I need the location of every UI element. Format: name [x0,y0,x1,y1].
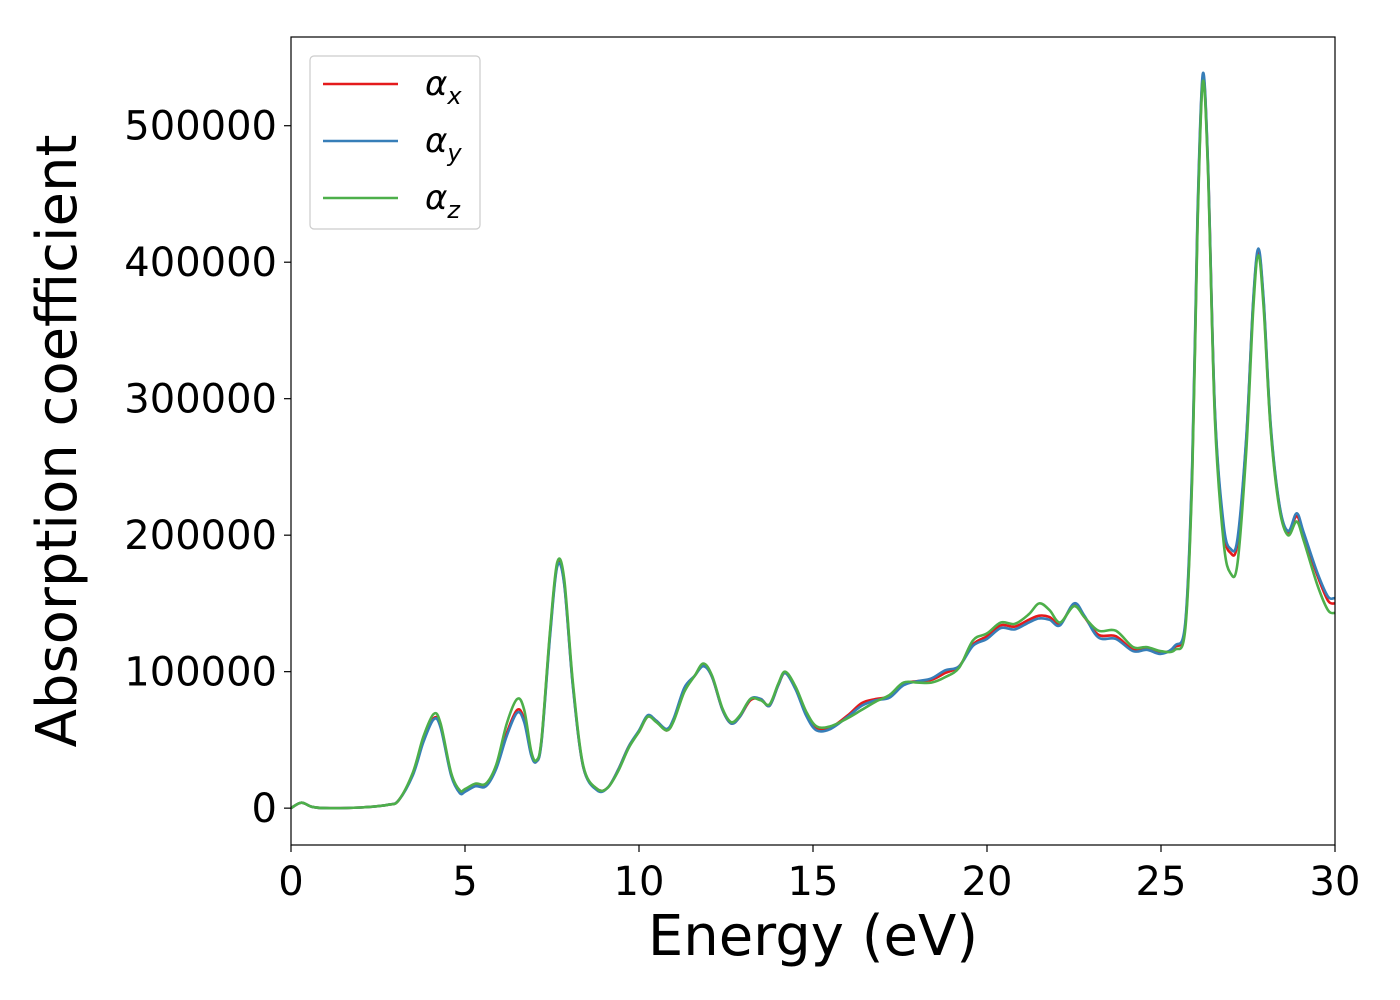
x-tick-label: 0 [278,859,303,905]
y-tick-label: 200000 [124,513,277,559]
x-tick-label: 30 [1310,859,1361,905]
x-tick-label: 25 [1136,859,1187,905]
x-tick-label: 5 [452,859,477,905]
x-tick-label: 10 [614,859,665,905]
y-axis: 0 100000 200000 300000 400000 500000 [124,104,291,832]
series-line-z [290,79,1336,810]
y-tick-label: 500000 [124,104,277,150]
y-tick-label: 300000 [124,377,277,423]
x-tick-label: 20 [962,859,1013,905]
y-tick-label: 100000 [124,650,277,696]
y-tick-label: 0 [252,786,277,832]
legend-box [309,55,481,230]
series-layer [290,71,1336,810]
x-axis-label: Energy (eV) [648,904,978,969]
x-axis: 0 5 10 15 20 25 30 [278,845,1360,905]
y-axis-label: Absorption coefficient [25,135,90,748]
x-tick-label: 15 [788,859,839,905]
y-tick-label: 400000 [124,240,277,286]
